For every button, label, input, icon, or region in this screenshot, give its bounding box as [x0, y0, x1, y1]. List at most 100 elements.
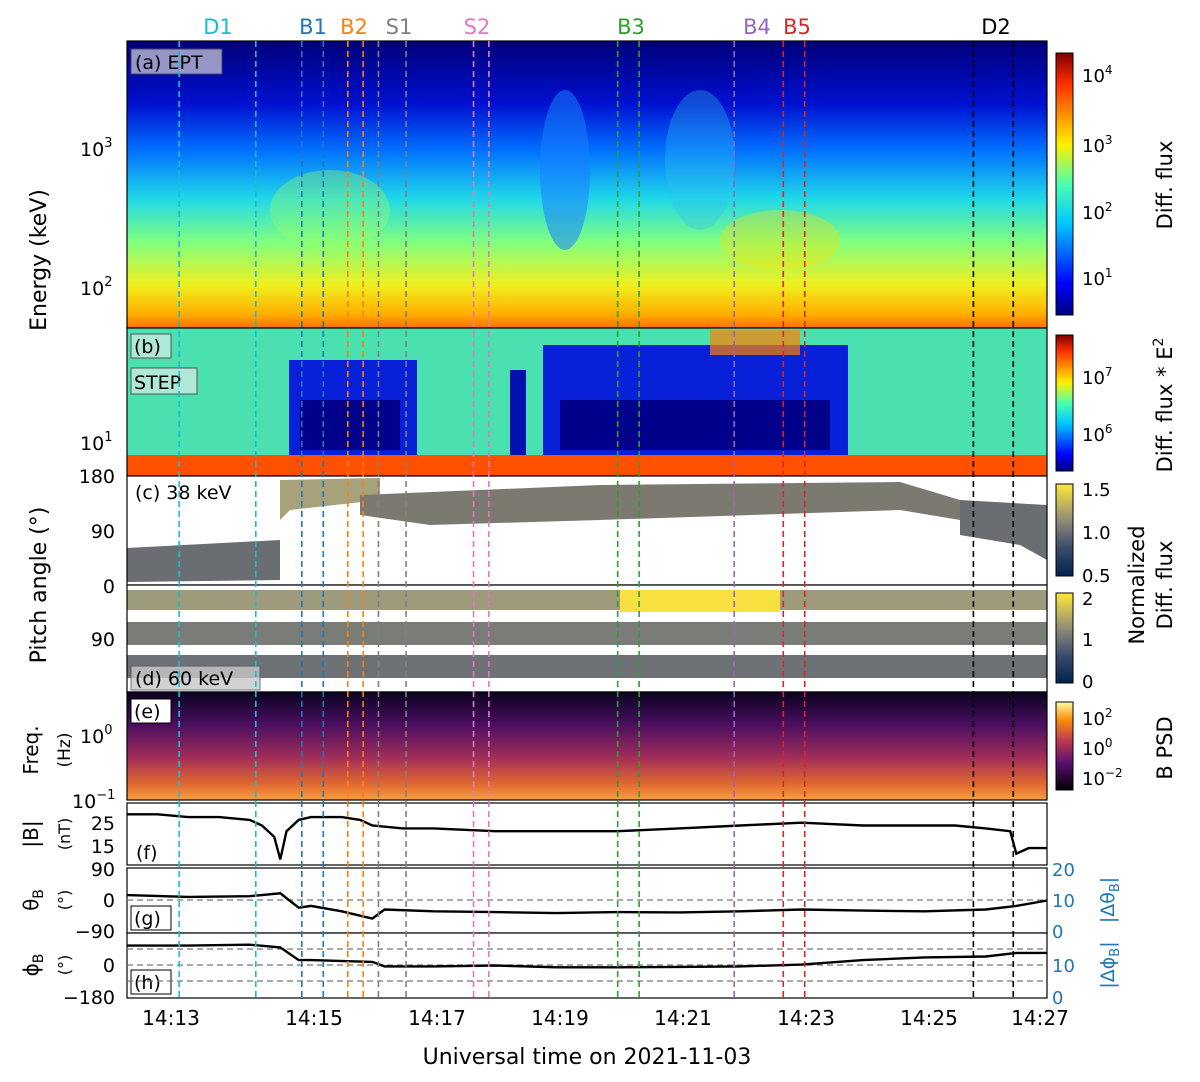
colorbar-c-tick-05: 0.5 — [1082, 566, 1111, 587]
x-axis: 14:13 14:15 14:17 14:19 14:21 14:23 14:2… — [142, 1006, 1069, 1070]
panel-f-frame — [126, 802, 1048, 866]
panel-f-ytick-15: 15 — [91, 836, 115, 858]
panel-e-tag: (e) — [134, 701, 161, 723]
panel-h-tag: (h) — [134, 972, 161, 994]
panel-b-dropout-core — [300, 400, 400, 450]
xtick-1421: 14:21 — [654, 1006, 712, 1030]
colorbar-a-tick-1: 101 — [1082, 266, 1113, 290]
colorbar-d-tick-2: 2 — [1082, 589, 1093, 610]
panel-b-ytick-10: 101 — [80, 430, 112, 455]
panel-e: (e) — [126, 691, 1048, 801]
panel-g-tag-box — [130, 905, 172, 931]
colorbar-c — [1055, 483, 1074, 577]
panel-h-ytick-0: 0 — [103, 955, 115, 977]
xtick-1415: 14:15 — [285, 1006, 343, 1030]
panel-g-rtick-20: 20 — [1052, 860, 1075, 881]
panel-g-rtick-10: 10 — [1052, 891, 1075, 912]
panel-b-dropout-core — [560, 400, 830, 450]
panel-c: (c) 38 keV — [126, 475, 1048, 586]
xtick-1417: 14:17 — [408, 1006, 466, 1030]
colorbar-b-label: Diff. flux * E2 — [1151, 338, 1177, 473]
panel-f: (f) — [126, 802, 1048, 866]
event-labels: D1 B1 B2 S1 S2 B3 B4 B5 D2 — [203, 15, 1011, 39]
series-b-magnitude — [127, 813, 1047, 860]
panel-d-tag-box — [130, 665, 261, 691]
colorbar-b-tick-7: 107 — [1082, 365, 1113, 389]
panel-a-dip — [540, 90, 590, 250]
panel-g-tag: (g) — [134, 908, 161, 930]
xtick-1413: 14:13 — [142, 1006, 200, 1030]
xtick-1423: 14:23 — [777, 1006, 835, 1030]
colorbar-c-tick-15: 1.5 — [1082, 480, 1111, 501]
panel-e-frame — [126, 691, 1048, 801]
panel-f-ylabel-unit: (nT) — [55, 818, 74, 850]
panel-g-ylabel-unit: (°) — [55, 890, 74, 910]
series-layer — [126, 813, 1048, 969]
colorbar-e-tick-m2: 10−2 — [1082, 766, 1123, 790]
event-label-b3: B3 — [617, 15, 645, 39]
panel-c-band — [360, 482, 960, 525]
pitch-angle-ylabel: Pitch angle (°) — [27, 507, 52, 664]
panel-h-ylabel-unit: (°) — [55, 955, 74, 975]
colorbar-a-label: Diff. flux — [1153, 141, 1177, 230]
xtick-1427: 14:27 — [1011, 1006, 1069, 1030]
panel-c-ytick-90: 90 — [91, 521, 115, 543]
normalized-cbar-label2: Diff. flux — [1153, 541, 1177, 630]
panel-b-hot — [710, 330, 800, 355]
series-theta-b — [126, 892, 1048, 920]
panel-g-ytick-m90: −90 — [75, 921, 115, 943]
panel-h-right-label: |ΔϕB| — [1097, 941, 1123, 988]
panel-f-ylabel: |B| — [19, 820, 43, 847]
xtick-1419: 14:19 — [531, 1006, 589, 1030]
panel-h-ytick-m180: −180 — [63, 987, 115, 1009]
event-label-d1: D1 — [203, 15, 233, 39]
panel-d-band — [127, 622, 1047, 645]
colorbar-b-tick-6: 106 — [1082, 422, 1113, 446]
event-label-s1: S1 — [386, 15, 413, 39]
panel-b-tag: (b) — [134, 336, 161, 358]
colorbar-d-tick-0: 0 — [1082, 672, 1093, 693]
event-label-b4: B4 — [743, 15, 771, 39]
colorbar-e — [1055, 701, 1074, 791]
colorbar-a-tick-4: 104 — [1082, 63, 1113, 87]
panel-a-enh — [720, 210, 840, 270]
panel-g-ytick-0: 0 — [103, 890, 115, 912]
event-label-b1: B1 — [299, 15, 327, 39]
panel-b-tag2-box — [130, 367, 198, 395]
event-label-b5: B5 — [783, 15, 811, 39]
reference-lines — [127, 899, 1047, 982]
panel-a: (a) EPT — [126, 40, 1048, 329]
panel-h-tag-box — [130, 969, 172, 995]
colorbar-d-tick-1: 1 — [1082, 630, 1093, 651]
left-axes: Energy (keV) 103 102 101 180 90 0 90 180… — [19, 136, 115, 1009]
panel-h-rtick-0: 0 — [1052, 988, 1063, 1009]
panel-c-band — [960, 500, 1047, 560]
panel-b-tag-box — [130, 333, 172, 359]
panel-e-ytick-1: 100 — [80, 723, 112, 748]
colorbars: 104 103 102 101 Diff. flux 107 106 Diff.… — [1055, 52, 1177, 791]
panel-g-rtick-0: 0 — [1052, 922, 1063, 943]
panel-b-tag2: STEP — [134, 372, 181, 394]
panel-e-ylabel-unit: (Hz) — [55, 733, 75, 768]
xtick-1425: 14:25 — [900, 1006, 958, 1030]
panel-d: (d) 60 keV — [126, 584, 1048, 693]
colorbar-e-tick-2: 102 — [1082, 706, 1113, 730]
panel-g-ylabel: θB — [19, 889, 47, 911]
colorbar-a-tick-2: 102 — [1082, 200, 1113, 224]
panel-d-band — [127, 590, 1047, 610]
panel-c-band — [127, 540, 280, 582]
panel-g-right-label: |ΔθB| — [1097, 877, 1123, 923]
colorbar-e-tick-0: 100 — [1082, 736, 1113, 760]
normalized-cbar-label: Normalized — [1125, 525, 1149, 644]
panel-f-tag: (f) — [136, 842, 158, 864]
panel-c-ytick-180: 180 — [79, 466, 115, 488]
panel-d-highlight — [620, 590, 780, 612]
event-label-b2: B2 — [340, 15, 368, 39]
colorbar-a — [1055, 52, 1074, 316]
panel-e-spectrogram — [127, 692, 1047, 800]
panel-e-tag-box — [130, 698, 172, 724]
event-label-d2: D2 — [981, 15, 1011, 39]
panel-c-ytick-0: 0 — [103, 576, 115, 598]
panel-e-ylabel: Freq. — [19, 725, 43, 774]
